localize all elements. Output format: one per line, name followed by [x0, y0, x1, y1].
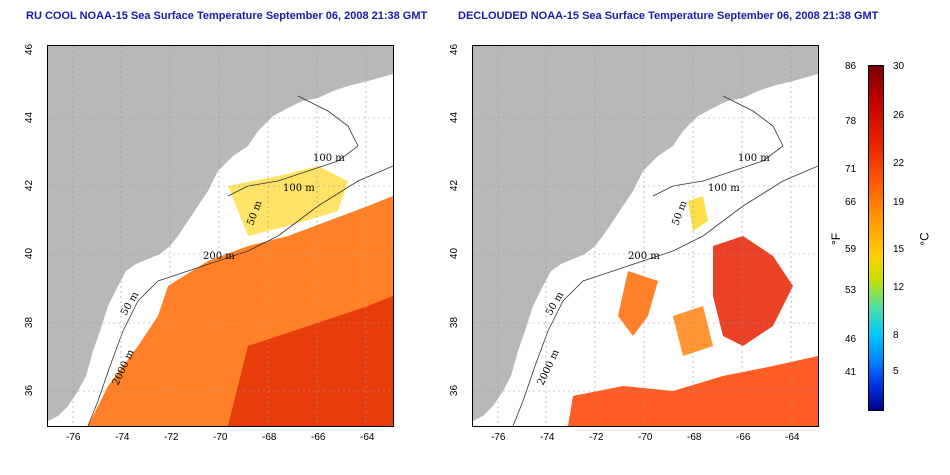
- x-tick-label: -70: [213, 432, 228, 443]
- colorbar-celsius-tick: 8: [893, 330, 899, 341]
- colorbar-celsius-tick: 15: [893, 244, 905, 255]
- y-tick-label: 38: [449, 316, 461, 329]
- colorbar-celsius-tick: 30: [893, 61, 905, 72]
- celsius-unit-label: °C: [917, 232, 932, 246]
- contour-label: 100 m: [313, 153, 345, 164]
- contour-inner: [652, 95, 784, 197]
- left-sst-map: 100 m 100 m 50 m 200 m 50 m 2000 m: [47, 45, 394, 427]
- contour-shelf: [87, 165, 393, 426]
- y-tick-label: 38: [24, 316, 36, 329]
- colorbar-fahrenheit-tick: 71: [845, 164, 857, 175]
- colorbar-celsius-tick: 19: [893, 197, 905, 208]
- sst-patch: [618, 271, 658, 336]
- sst-patch: [713, 236, 793, 346]
- x-tick-label: -74: [540, 432, 555, 443]
- colorbar-fahrenheit-tick: 46: [845, 334, 857, 345]
- land-mass: [473, 46, 818, 421]
- contour-label: 50 m: [119, 290, 141, 318]
- colorbar-celsius-tick: 12: [893, 282, 905, 293]
- contour-label: 50 m: [544, 290, 566, 318]
- colorbar-fahrenheit-tick: 53: [845, 285, 857, 296]
- contour-shelf: [512, 165, 818, 426]
- x-tick-label: -72: [164, 432, 179, 443]
- sst-hot-patches: [228, 296, 393, 426]
- land-nova-scotia: [723, 46, 818, 76]
- contour-inner: [227, 95, 359, 197]
- y-tick-label: 42: [449, 179, 461, 192]
- x-tick-label: -64: [360, 432, 375, 443]
- x-tick-label: -70: [638, 432, 653, 443]
- x-tick-label: -74: [115, 432, 130, 443]
- x-tick-label: -72: [589, 432, 604, 443]
- left-map-graphic: 100 m 100 m 50 m 200 m 50 m 2000 m: [48, 46, 393, 426]
- y-tick-label: 44: [449, 111, 461, 124]
- graticule: [48, 46, 393, 426]
- sst-patch: [688, 196, 708, 231]
- colorbar-fahrenheit-tick: 41: [845, 367, 857, 378]
- x-tick-label: -76: [66, 432, 81, 443]
- y-tick-label: 40: [449, 247, 461, 260]
- x-tick-label: -76: [491, 432, 506, 443]
- contour-label: 100 m: [738, 153, 770, 164]
- colorbar-fahrenheit-tick: 78: [845, 116, 857, 127]
- y-tick-label: 36: [24, 384, 36, 397]
- colorbar-fahrenheit-tick: 59: [845, 244, 857, 255]
- x-tick-label: -66: [311, 432, 326, 443]
- colorbar-celsius-tick: 22: [893, 158, 905, 169]
- y-tick-label: 42: [24, 179, 36, 192]
- contour-label: 200 m: [628, 251, 660, 262]
- x-tick-label: -68: [262, 432, 277, 443]
- contour-label: 50 m: [670, 199, 689, 227]
- y-tick-label: 46: [24, 43, 36, 56]
- colorbar-fahrenheit-tick: 86: [845, 61, 857, 72]
- y-tick-label: 36: [449, 384, 461, 397]
- y-tick-label: 46: [449, 43, 461, 56]
- right-map-title: DECLOUDED NOAA-15 Sea Surface Temperatur…: [458, 10, 879, 22]
- contour-label: 100 m: [708, 183, 740, 194]
- right-map-graphic: 100 m 100 m 50 m 200 m 50 m 2000 m: [473, 46, 818, 426]
- x-tick-label: -68: [687, 432, 702, 443]
- colorbar-fahrenheit-tick: 66: [845, 197, 857, 208]
- sst-yellow-patches: [228, 166, 348, 236]
- colorbar-celsius-tick: 26: [893, 110, 905, 121]
- colorbar-celsius-tick: 5: [893, 366, 899, 377]
- contour-label: 100 m: [283, 183, 315, 194]
- land-nova-scotia: [298, 46, 393, 76]
- y-tick-label: 44: [24, 111, 36, 124]
- left-map-title: RU COOL NOAA-15 Sea Surface Temperature …: [26, 10, 428, 22]
- graticule: [473, 46, 818, 426]
- x-tick-label: -66: [736, 432, 751, 443]
- right-sst-map: 100 m 100 m 50 m 200 m 50 m 2000 m: [472, 45, 819, 427]
- contour-label: 200 m: [203, 251, 235, 262]
- temperature-colorbar: [868, 65, 884, 411]
- land-mass: [48, 46, 393, 421]
- x-tick-label: -64: [785, 432, 800, 443]
- fahrenheit-unit-label: °F: [829, 232, 844, 246]
- y-tick-label: 40: [24, 247, 36, 260]
